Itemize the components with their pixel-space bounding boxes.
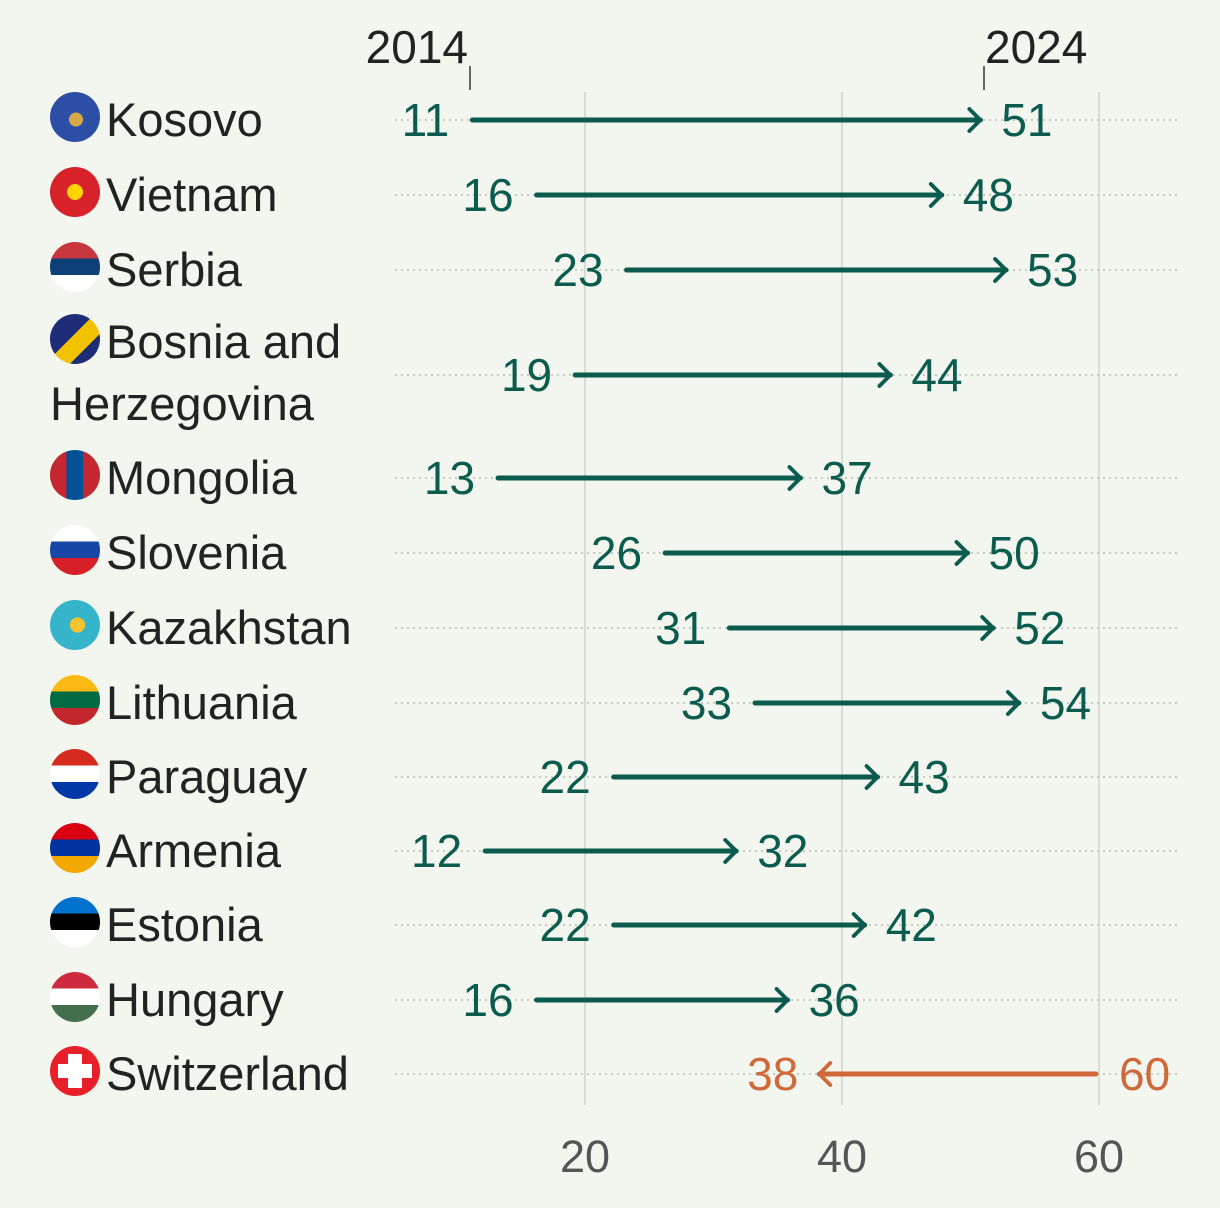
end-year-label: 2024 [985,21,1087,73]
armenia-flag-icon [50,823,100,873]
bosnia-flag-icon [50,314,100,364]
value-2014-label: 33 [681,677,732,729]
country-name: Serbia [106,243,242,296]
country-label: Paraguay [50,746,307,808]
value-2024-label: 50 [989,527,1040,579]
country-label: Vietnam [50,164,278,226]
start-year-label: 2014 [366,21,468,73]
country-name: Lithuania [106,676,297,729]
value-2024-label: 44 [911,349,962,401]
country-label: Bosnia and Herzegovina [50,311,341,435]
value-2014-label: 16 [462,169,513,221]
kazakhstan-flag-icon [50,600,100,650]
value-2014-label: 22 [540,751,591,803]
value-2024-label: 36 [809,974,860,1026]
value-2014-label: 60 [1119,1048,1170,1100]
estonia-flag-icon [50,897,100,947]
header-layer: 2014 2024 [366,21,1087,90]
paraguay-flag-icon [50,749,100,799]
country-name: Switzerland [106,1047,349,1100]
value-2014-label: 19 [501,349,552,401]
country-label: Kazakhstan [50,597,352,659]
country-name: Mongolia [106,451,297,504]
switzerland-flag-icon [50,1046,100,1096]
country-label: Hungary [50,969,284,1031]
value-2014-label: 16 [462,974,513,1026]
slovenia-flag-icon [50,525,100,575]
value-2024-label: 38 [747,1048,798,1100]
country-name: Bosnia and Herzegovina [50,315,342,430]
country-name: Slovenia [106,526,287,579]
vietnam-flag-icon [50,167,100,217]
value-2014-label: 13 [424,452,475,504]
country-label: Armenia [50,820,281,882]
country-name: Kazakhstan [106,601,352,654]
country-label: Switzerland [50,1043,349,1105]
grid-layer: 20 40 60 [560,92,1124,1182]
value-2014-label: 23 [552,244,603,296]
value-2024-label: 43 [899,751,950,803]
value-2014-label: 22 [540,899,591,951]
x-tick-label: 20 [560,1131,610,1182]
country-label: Lithuania [50,672,297,734]
country-name: Armenia [106,824,282,877]
mongolia-flag-icon [50,450,100,500]
row-layer: 11 51 16 48 23 53 19 44 13 37 26 50 31 52 33 54 22 43 12 32… [395,94,1178,1100]
value-2024-label: 52 [1014,602,1065,654]
value-2024-label: 48 [963,169,1014,221]
lithuania-flag-icon [50,675,100,725]
value-2024-label: 42 [886,899,937,951]
serbia-flag-icon [50,242,100,292]
kosovo-flag-icon [50,92,100,142]
country-name: Paraguay [106,750,308,803]
country-name: Vietnam [106,168,278,221]
value-2024-label: 53 [1027,244,1078,296]
value-2014-label: 31 [655,602,706,654]
country-name: Estonia [106,898,263,951]
value-2014-label: 12 [411,825,462,877]
country-label: Estonia [50,894,263,956]
value-2014-label: 11 [402,94,450,146]
value-2014-label: 26 [591,527,642,579]
value-2024-label: 51 [1001,94,1052,146]
country-label: Slovenia [50,522,286,584]
country-name: Kosovo [106,93,263,146]
value-2024-label: 54 [1040,677,1091,729]
country-name: Hungary [106,973,284,1026]
hungary-flag-icon [50,972,100,1022]
value-2024-label: 37 [821,452,872,504]
country-label: Serbia [50,239,242,301]
country-label: Kosovo [50,89,263,151]
country-label: Mongolia [50,447,297,509]
x-tick-label: 40 [817,1131,867,1182]
value-2024-label: 32 [757,825,808,877]
x-tick-label: 60 [1074,1131,1124,1182]
